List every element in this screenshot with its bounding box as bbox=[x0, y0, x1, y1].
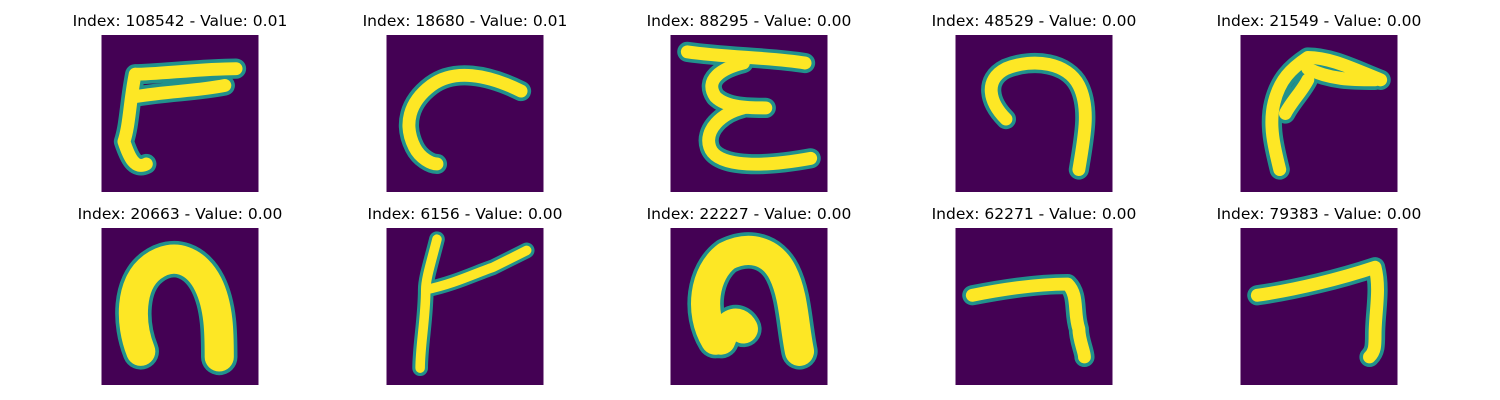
panel-title: Index: 18680 - Value: 0.01 bbox=[362, 12, 568, 30]
digit-image bbox=[101, 35, 259, 192]
image-panel: Index: 62271 - Value: 0.00 bbox=[904, 205, 1164, 395]
panel-title: Index: 21549 - Value: 0.00 bbox=[1216, 12, 1422, 30]
panel-title: Index: 22227 - Value: 0.00 bbox=[646, 205, 852, 223]
image-panel: Index: 22227 - Value: 0.00 bbox=[619, 205, 879, 395]
digit-image bbox=[670, 35, 828, 192]
panel-title: Index: 20663 - Value: 0.00 bbox=[77, 205, 283, 223]
panel-title: Index: 108542 - Value: 0.01 bbox=[72, 12, 288, 30]
panel-title: Index: 6156 - Value: 0.00 bbox=[367, 205, 563, 223]
panel-title: Index: 88295 - Value: 0.00 bbox=[646, 12, 852, 30]
digit-image bbox=[1240, 35, 1398, 192]
image-panel: Index: 20663 - Value: 0.00 bbox=[50, 205, 310, 395]
panel-title: Index: 62271 - Value: 0.00 bbox=[931, 205, 1137, 223]
image-panel: Index: 6156 - Value: 0.00 bbox=[335, 205, 595, 395]
digit-image bbox=[955, 228, 1113, 385]
digit-image bbox=[670, 228, 828, 385]
image-panel: Index: 18680 - Value: 0.01 bbox=[335, 12, 595, 202]
digit-image bbox=[101, 228, 259, 385]
digit-image bbox=[955, 35, 1113, 192]
digit-image bbox=[386, 35, 544, 192]
image-panel: Index: 79383 - Value: 0.00 bbox=[1189, 205, 1449, 395]
image-panel: Index: 21549 - Value: 0.00 bbox=[1189, 12, 1449, 202]
image-panel: Index: 108542 - Value: 0.01 bbox=[50, 12, 310, 202]
image-panel: Index: 88295 - Value: 0.00 bbox=[619, 12, 879, 202]
panel-title: Index: 48529 - Value: 0.00 bbox=[931, 12, 1137, 30]
panel-title: Index: 79383 - Value: 0.00 bbox=[1216, 205, 1422, 223]
digit-image bbox=[1240, 228, 1398, 385]
digit-image bbox=[386, 228, 544, 385]
image-panel: Index: 48529 - Value: 0.00 bbox=[904, 12, 1164, 202]
